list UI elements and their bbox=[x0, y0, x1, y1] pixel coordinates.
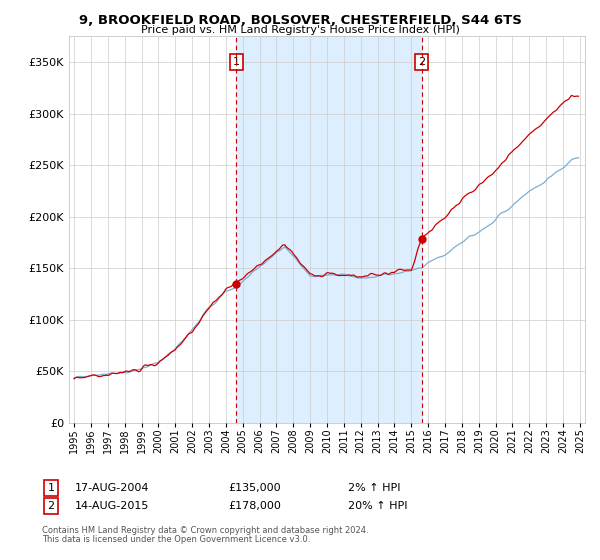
Bar bbox=[236, 36, 422, 423]
Point bbox=[232, 279, 241, 288]
Text: 2: 2 bbox=[418, 57, 425, 67]
Text: £178,000: £178,000 bbox=[228, 501, 281, 511]
Text: 1: 1 bbox=[47, 483, 55, 493]
Text: 2: 2 bbox=[47, 501, 55, 511]
Text: 14-AUG-2015: 14-AUG-2015 bbox=[75, 501, 149, 511]
Text: 9, BROOKFIELD ROAD, BOLSOVER, CHESTERFIELD, S44 6TS: 9, BROOKFIELD ROAD, BOLSOVER, CHESTERFIE… bbox=[79, 14, 521, 27]
Text: Price paid vs. HM Land Registry's House Price Index (HPI): Price paid vs. HM Land Registry's House … bbox=[140, 25, 460, 35]
Text: £135,000: £135,000 bbox=[228, 483, 281, 493]
Text: 17-AUG-2004: 17-AUG-2004 bbox=[75, 483, 149, 493]
Text: This data is licensed under the Open Government Licence v3.0.: This data is licensed under the Open Gov… bbox=[42, 535, 310, 544]
Text: 1: 1 bbox=[233, 57, 240, 67]
Text: Contains HM Land Registry data © Crown copyright and database right 2024.: Contains HM Land Registry data © Crown c… bbox=[42, 526, 368, 535]
Text: 20% ↑ HPI: 20% ↑ HPI bbox=[348, 501, 407, 511]
Text: 2% ↑ HPI: 2% ↑ HPI bbox=[348, 483, 401, 493]
Point bbox=[417, 235, 427, 244]
